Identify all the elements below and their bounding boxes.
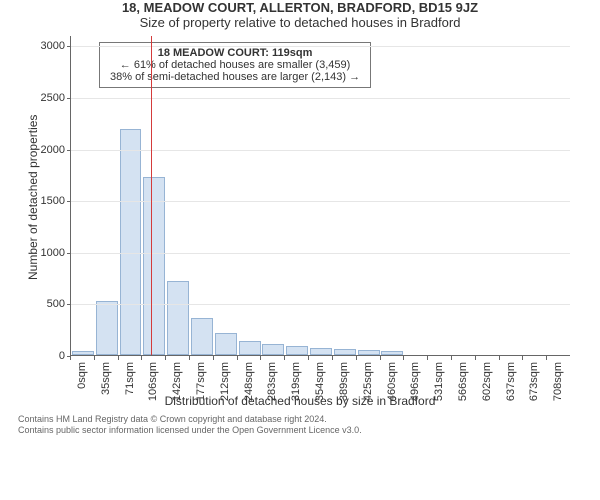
x-tick-mark	[118, 356, 119, 360]
x-tick-label: 673sqm	[528, 362, 540, 406]
x-tick-mark	[284, 356, 285, 360]
y-tick-label: 500	[21, 298, 65, 310]
bar	[72, 351, 94, 355]
x-tick-mark	[522, 356, 523, 360]
chart-area: Number of detached properties 18 MEADOW …	[60, 36, 580, 396]
x-tick-label: 142sqm	[171, 362, 183, 406]
reference-line	[151, 36, 152, 355]
x-tick-label: 566sqm	[457, 362, 469, 406]
x-tick-mark	[70, 356, 71, 360]
x-tick-mark	[380, 356, 381, 360]
x-tick-label: 708sqm	[552, 362, 564, 406]
bar	[262, 344, 284, 355]
gridline	[71, 253, 570, 254]
x-tick-label: 389sqm	[338, 362, 350, 406]
y-tick-label: 1000	[21, 247, 65, 259]
x-tick-label: 248sqm	[243, 362, 255, 406]
bar	[191, 318, 213, 355]
x-tick-label: 460sqm	[386, 362, 398, 406]
bar	[96, 301, 118, 355]
y-tick-mark	[67, 98, 71, 99]
gridline	[71, 201, 570, 202]
y-tick-label: 2500	[21, 92, 65, 104]
x-tick-mark	[237, 356, 238, 360]
x-tick-mark	[332, 356, 333, 360]
gridline	[71, 46, 570, 47]
x-tick-label: 425sqm	[362, 362, 374, 406]
x-tick-label: 637sqm	[505, 362, 517, 406]
x-tick-mark	[213, 356, 214, 360]
gridline	[71, 150, 570, 151]
y-tick-mark	[67, 150, 71, 151]
annotation-larger: 38% of semi-detached houses are larger (…	[110, 71, 360, 83]
x-tick-label: 283sqm	[266, 362, 278, 406]
annotation-title: 18 MEADOW COURT: 119sqm	[110, 47, 360, 59]
bar	[167, 281, 189, 355]
y-tick-mark	[67, 46, 71, 47]
y-tick-label: 3000	[21, 40, 65, 52]
y-tick-label: 1500	[21, 195, 65, 207]
x-tick-mark	[546, 356, 547, 360]
x-tick-mark	[475, 356, 476, 360]
bar	[358, 350, 380, 355]
bar	[143, 177, 165, 355]
x-tick-mark	[403, 356, 404, 360]
y-tick-label: 2000	[21, 144, 65, 156]
y-tick-mark	[67, 253, 71, 254]
y-tick-label: 0	[21, 350, 65, 362]
x-tick-label: 354sqm	[314, 362, 326, 406]
x-tick-label: 531sqm	[433, 362, 445, 406]
x-tick-label: 212sqm	[219, 362, 231, 406]
annotation-box: 18 MEADOW COURT: 119sqm ← 61% of detache…	[99, 42, 371, 88]
x-tick-mark	[427, 356, 428, 360]
x-tick-label: 319sqm	[290, 362, 302, 406]
x-tick-label: 602sqm	[481, 362, 493, 406]
x-tick-mark	[308, 356, 309, 360]
x-tick-mark	[189, 356, 190, 360]
y-tick-mark	[67, 304, 71, 305]
x-tick-mark	[141, 356, 142, 360]
x-tick-label: 35sqm	[100, 362, 112, 406]
x-tick-label: 0sqm	[76, 362, 88, 406]
bar	[334, 349, 356, 355]
chart-subtitle: Size of property relative to detached ho…	[0, 15, 600, 30]
x-tick-label: 496sqm	[409, 362, 421, 406]
bar	[381, 351, 403, 355]
bar	[310, 348, 332, 355]
x-tick-label: 106sqm	[147, 362, 159, 406]
bar	[120, 129, 142, 355]
bar	[239, 341, 261, 355]
annotation-smaller: ← 61% of detached houses are smaller (3,…	[110, 59, 360, 71]
x-tick-mark	[356, 356, 357, 360]
x-tick-mark	[94, 356, 95, 360]
x-tick-mark	[260, 356, 261, 360]
y-tick-mark	[67, 201, 71, 202]
x-tick-mark	[451, 356, 452, 360]
plot-region: 18 MEADOW COURT: 119sqm ← 61% of detache…	[70, 36, 570, 356]
bar	[215, 333, 237, 355]
chart-title: 18, MEADOW COURT, ALLERTON, BRADFORD, BD…	[0, 0, 600, 15]
x-tick-mark	[499, 356, 500, 360]
footer-line-2: Contains public sector information licen…	[18, 425, 600, 436]
bar	[286, 346, 308, 355]
footer: Contains HM Land Registry data © Crown c…	[0, 408, 600, 437]
gridline	[71, 98, 570, 99]
x-tick-mark	[165, 356, 166, 360]
footer-line-1: Contains HM Land Registry data © Crown c…	[18, 414, 600, 425]
x-tick-label: 177sqm	[195, 362, 207, 406]
gridline	[71, 304, 570, 305]
x-tick-label: 71sqm	[124, 362, 136, 406]
